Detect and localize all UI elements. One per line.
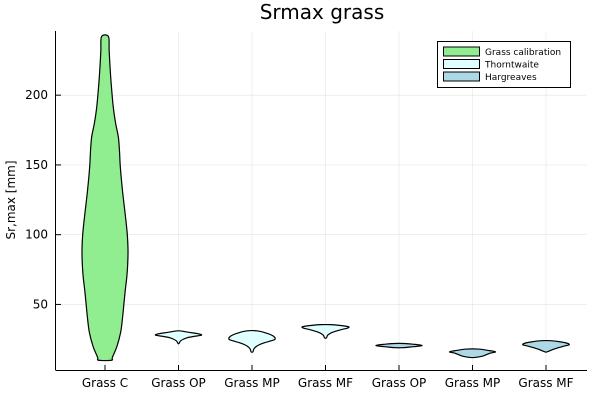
violin-4	[301, 323, 350, 339]
y-tick-label: 200	[25, 88, 48, 102]
violin-6	[448, 348, 497, 359]
legend-swatch	[443, 46, 480, 57]
axis-layer	[55, 31, 587, 371]
legend-label: Grass calibration	[485, 48, 561, 58]
x-tick-label: Grass MF	[518, 376, 573, 390]
violin-7	[522, 339, 570, 353]
x-tick-label: Grass OP	[151, 376, 206, 390]
y-tick-label: 100	[25, 228, 48, 242]
legend-label: Thorntwaite	[484, 61, 539, 71]
violin-5	[375, 342, 423, 349]
legend-label: Hargreaves	[485, 73, 537, 83]
violin-3	[228, 329, 276, 353]
y-tick-label: 50	[33, 297, 48, 311]
x-tick-label: Grass MP	[445, 376, 501, 390]
x-tick-label: Grass MF	[298, 376, 353, 390]
violin-layer	[81, 34, 570, 362]
x-tick-label: Grass MP	[224, 376, 280, 390]
violin-1	[81, 34, 129, 362]
legend-swatch	[443, 59, 480, 69]
legend-swatch	[443, 71, 480, 82]
y-tick-labels: 50 100 150 200	[25, 88, 61, 311]
y-axis-label: Sr,max [mm]	[4, 160, 18, 239]
legend: Grass calibration Thorntwaite Hargreaves	[437, 41, 571, 88]
x-tick-label: Grass OP	[372, 376, 427, 390]
x-tick-label: Grass C	[82, 376, 128, 390]
y-tick-label: 150	[25, 158, 48, 172]
x-tick-labels: Grass C Grass OP Grass MP Grass MF Grass OP G…	[82, 365, 574, 390]
violin-2	[154, 330, 203, 345]
chart-title: Srmax grass	[260, 0, 385, 24]
